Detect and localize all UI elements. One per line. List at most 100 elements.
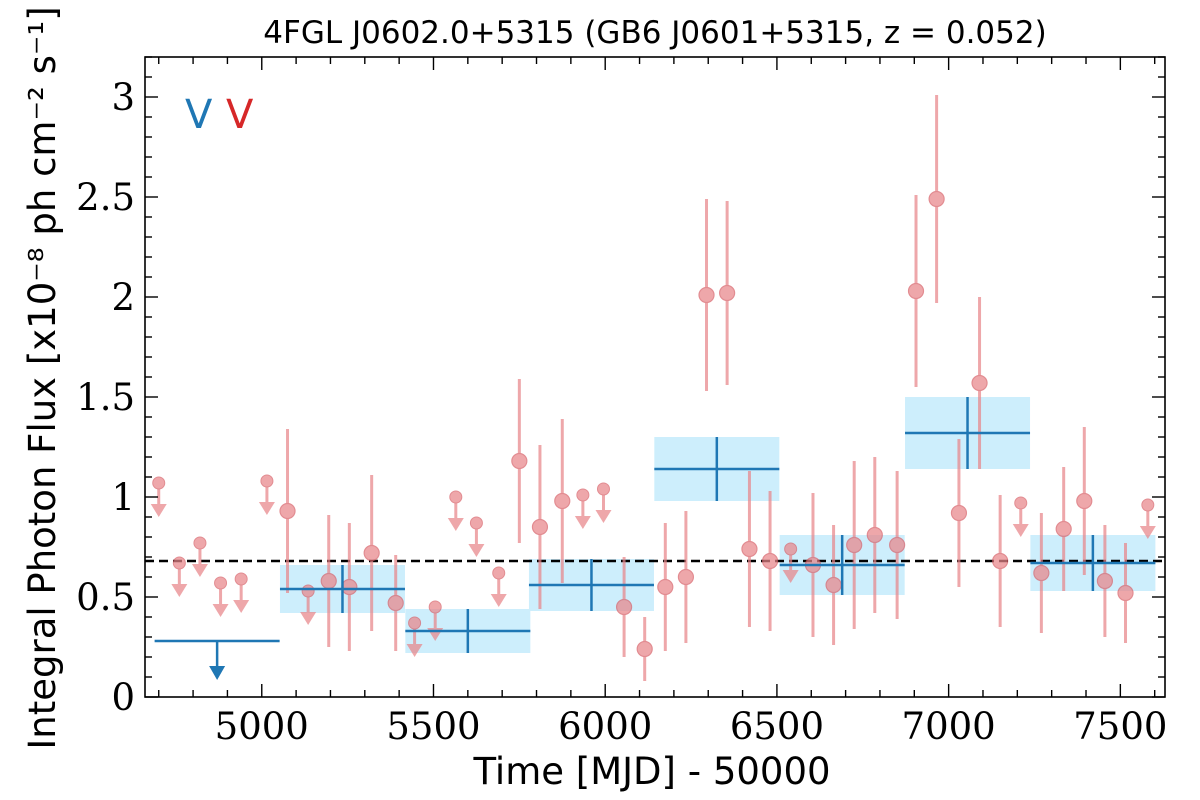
legend: V V [185,92,254,138]
monthly-marker [677,568,695,586]
y-tick-label: 1.5 [76,376,135,419]
monthly-point [1055,467,1072,591]
monthly-point [1139,498,1156,539]
upper-limit-marker [428,600,442,614]
y-tick-label: 0 [111,676,135,719]
monthly-point [1012,496,1029,537]
y-tick-label: 3 [111,76,135,119]
x-axis-label: Time [MJD] - 50000 [472,750,830,793]
monthly-point [279,429,296,593]
binned-limit-arrow [209,666,226,680]
monthly-marker [279,502,296,520]
monthly-marker [363,544,380,562]
monthly-point [341,523,358,651]
monthly-point [971,297,988,469]
monthly-marker [636,640,653,658]
upper-limit-arrow [468,544,485,557]
monthly-marker [657,578,674,596]
upper-limit-marker [596,482,610,496]
monthly-point [531,445,549,609]
upper-limit-marker [214,576,228,590]
x-tick-label: 5500 [386,705,480,748]
monthly-point [889,471,906,619]
monthly-point [866,457,883,613]
monthly-marker [950,504,968,522]
x-tick-label: 7500 [1073,705,1167,748]
upper-limit-arrow [191,564,208,577]
binned-point [528,559,654,611]
monthly-point [761,491,779,631]
monthly-point [1076,427,1093,575]
monthly-point [846,461,863,629]
monthly-marker [992,552,1009,570]
monthly-point [574,488,591,529]
monthly-point [741,471,758,627]
upper-limit-marker [469,516,483,530]
upper-limit-marker [193,536,207,550]
x-tick-label: 5000 [215,705,309,748]
upper-limit-arrow [782,570,799,583]
upper-limit-arrow [490,594,507,607]
upper-limit-marker [784,542,798,556]
monthly-point [657,523,674,651]
monthly-marker [1096,572,1113,590]
binned-point [279,565,405,613]
monthly-point [511,379,528,543]
binned-point [154,639,280,680]
upper-limit-marker [172,556,186,570]
monthly-marker [615,598,633,616]
y-tick-label: 2.5 [76,176,135,219]
monthly-point [928,95,945,303]
upper-limit-marker [1014,496,1028,510]
monthly-marker [1033,564,1050,582]
monthly-marker [889,536,906,554]
monthly-marker [866,526,883,544]
monthly-marker [698,286,715,304]
monthly-marker [1076,492,1093,510]
monthly-point [1033,513,1050,633]
monthly-point [907,195,925,387]
monthly-marker [846,536,863,554]
legend-binned-marker: V [185,92,213,138]
monthly-point [782,542,799,583]
monthly-marker [1117,584,1134,602]
binned-point [905,397,1031,469]
monthly-point [468,516,485,557]
binned-point [405,609,531,653]
binned-point [1030,535,1156,591]
monthly-point [363,475,380,631]
monthly-marker [320,572,337,590]
upper-limit-arrow [574,516,591,529]
monthly-point [719,201,736,385]
monthly-marker [741,540,758,558]
upper-limit-marker [234,572,248,586]
monthly-marker [971,374,988,392]
x-tick-label: 7000 [902,705,996,748]
monthly-marker [1055,520,1072,538]
upper-limit-arrow [1139,526,1156,539]
upper-limit-arrow [150,504,167,517]
monthly-marker [341,578,358,596]
monthly-marker [907,282,925,300]
monthly-point [615,557,633,657]
upper-limit-marker [408,616,422,630]
upper-limit-marker [260,474,274,488]
monthly-point [490,566,507,607]
monthly-point [191,536,208,577]
upper-limit-arrow [258,502,275,515]
monthly-point [258,474,275,515]
monthly-marker [928,190,945,208]
upper-limit-arrow [595,510,612,523]
monthly-point [1117,543,1134,643]
y-axis-label: Integral Photon Flux [x10⁻⁸ ph cm⁻² s⁻¹] [21,6,64,749]
upper-limit-marker [492,566,506,580]
upper-limit-marker [152,476,166,490]
y-tick-label: 2 [111,276,135,319]
plot-area [145,95,1165,681]
monthly-point [320,515,337,647]
monthly-point [406,616,423,657]
upper-limit-arrow [171,584,188,597]
monthly-point [171,556,188,597]
monthly-point [992,495,1009,627]
